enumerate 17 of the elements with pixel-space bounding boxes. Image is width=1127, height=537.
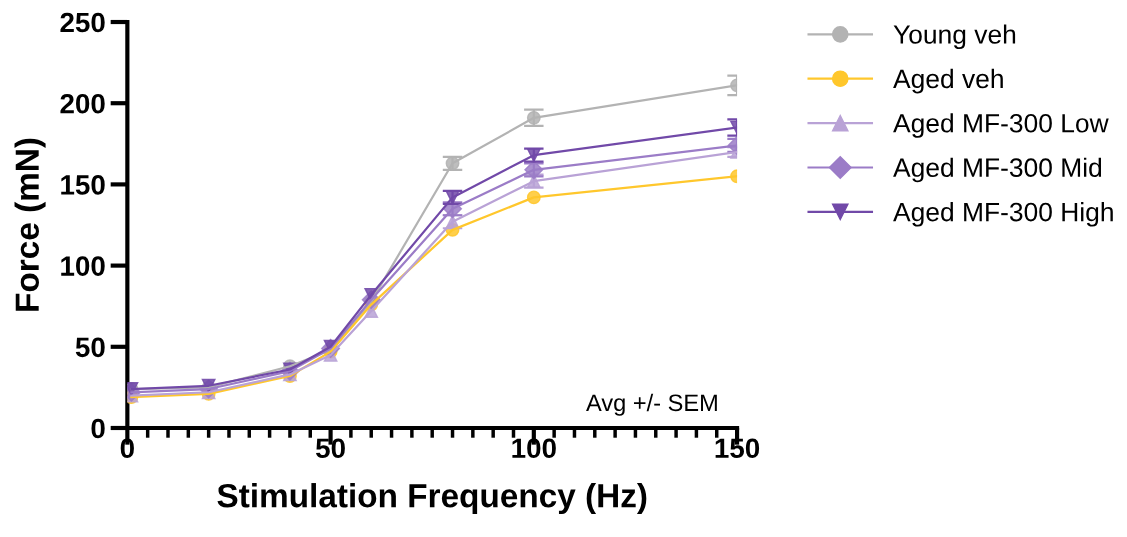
x-tick-label: 150 — [715, 438, 760, 459]
y-tick-label: 50 — [75, 337, 105, 358]
y-tick-label: 150 — [61, 175, 105, 195]
legend-label: Aged MF-300 High — [893, 202, 1113, 227]
legend-label: Aged veh — [893, 68, 1003, 94]
x-axis-title: Stimulation Frequency (Hz) — [217, 483, 647, 515]
legend-label: Aged MF-300 Mid — [893, 157, 1102, 183]
y-axis-title: Force (mN) — [14, 138, 46, 311]
x-tick-label: 50 — [315, 438, 345, 459]
legend-label: Young veh — [893, 24, 1016, 50]
y-tick-label: 0 — [91, 418, 105, 439]
legend-label: Aged MF-300 Low — [893, 113, 1109, 138]
y-tick-label: 250 — [60, 12, 105, 33]
y-tick-label: 100 — [61, 256, 105, 276]
x-tick-label: 100 — [512, 438, 556, 459]
annotation: Avg +/- SEM — [586, 393, 717, 416]
y-tick-label: 200 — [60, 93, 105, 114]
